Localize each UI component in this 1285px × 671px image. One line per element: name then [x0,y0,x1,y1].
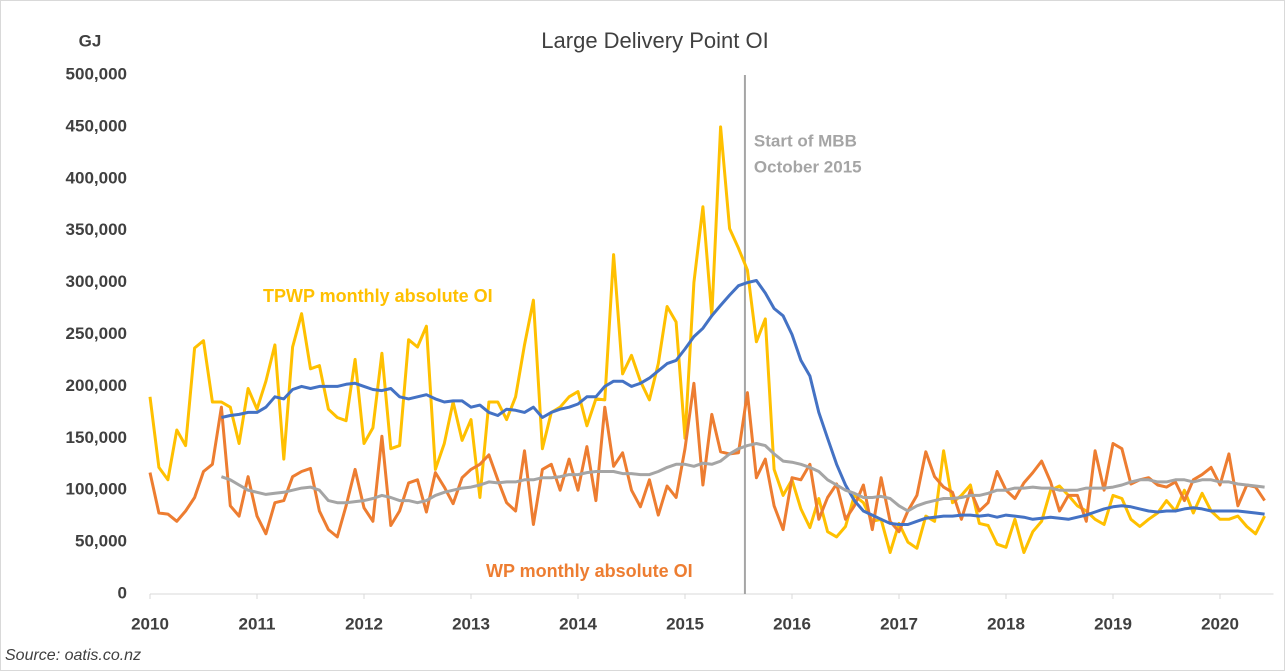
y-tick-label: 350,000 [66,220,127,239]
series-label: TPWP monthly absolute OI [263,286,493,306]
y-axis-label: GJ [79,31,102,50]
y-tick-label: 450,000 [66,116,127,135]
y-tick-label: 400,000 [66,168,127,187]
series-line [148,381,1266,539]
x-tick-label: 2012 [345,614,383,633]
x-tick-label: 2015 [666,614,704,633]
x-tick-label: 2013 [452,614,490,633]
marker-label: Start of MBB [754,131,857,150]
series-label: WP monthly absolute OI [486,561,693,581]
series-line [148,125,1266,554]
x-tick-label: 2017 [880,614,918,633]
x-tick-label: 2010 [131,614,169,633]
x-tick-label: 2020 [1201,614,1239,633]
x-tick-label: 2019 [1094,614,1132,633]
marker-label: October 2015 [754,157,862,176]
y-tick-label: 0 [118,583,127,602]
series-line [221,279,1265,526]
y-tick-label: 150,000 [66,428,127,447]
x-tick-label: 2011 [239,614,276,633]
y-tick-label: 100,000 [66,480,127,499]
y-tick-label: 300,000 [66,272,127,291]
y-tick-label: 200,000 [66,376,127,395]
x-tick-label: 2018 [987,614,1025,633]
x-tick-label: 2014 [559,614,597,633]
y-tick-label: 250,000 [66,324,127,343]
source-note: Source: oatis.co.nz [5,647,141,664]
series-line [220,442,1265,513]
y-tick-label: 500,000 [66,64,127,83]
y-tick-label: 50,000 [75,532,127,551]
chart-title: Large Delivery Point OI [541,28,768,53]
x-tick-label: 2016 [773,614,811,633]
